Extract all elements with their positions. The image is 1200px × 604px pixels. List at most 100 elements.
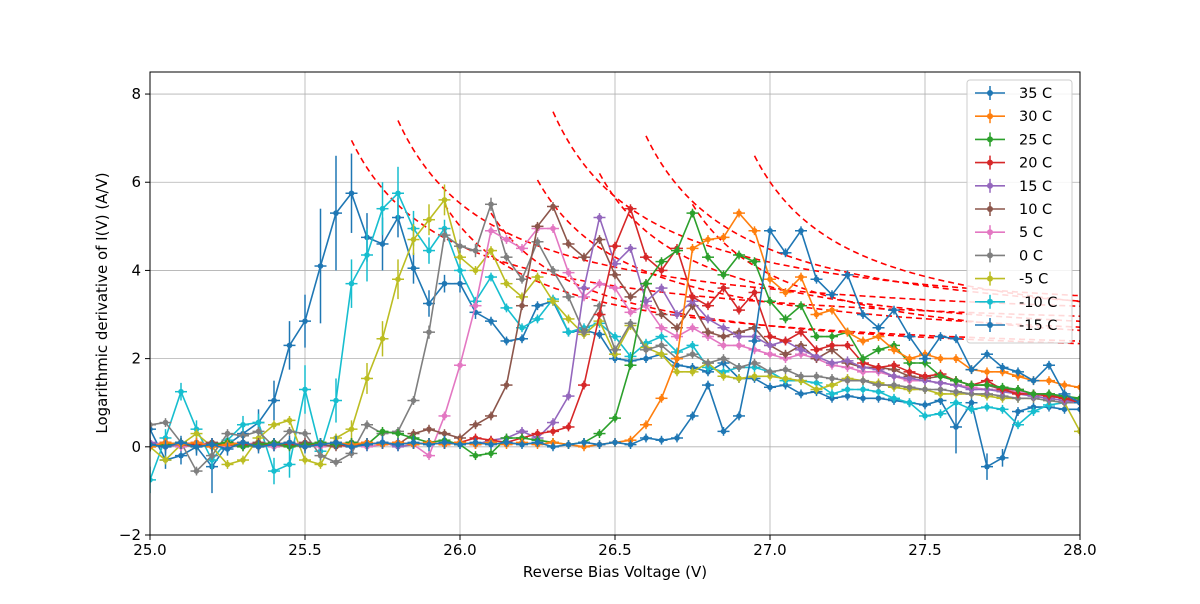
- data-point: [364, 375, 370, 382]
- data-point: [829, 391, 835, 397]
- data-point: [844, 386, 851, 393]
- data-point: [503, 338, 510, 344]
- data-point: [937, 397, 944, 404]
- data-point: [689, 351, 696, 358]
- legend-label: 30 C: [1019, 109, 1052, 125]
- data-point: [627, 362, 634, 369]
- data-point: [844, 329, 851, 335]
- data-point: [999, 455, 1006, 461]
- x-axis-ticks: 25.0 25.5 26.0 26.5 27.0 27.5 28.0: [133, 535, 1097, 559]
- legend-item: -15 C: [975, 318, 1057, 334]
- x-tick-label: 26.0: [443, 541, 476, 559]
- data-point: [906, 384, 913, 391]
- data-point: [1015, 408, 1021, 415]
- data-point: [457, 243, 463, 249]
- y-tick-label: −2: [119, 526, 141, 544]
- data-point: [612, 261, 618, 267]
- data-point: [1015, 369, 1021, 375]
- x-tick-label: 28.0: [1063, 541, 1096, 559]
- data-point: [488, 450, 494, 457]
- data-point: [860, 355, 866, 362]
- data-point: [953, 399, 959, 406]
- data-point: [922, 413, 928, 419]
- data-point: [798, 302, 804, 309]
- data-point: [720, 272, 727, 278]
- data-point: [302, 430, 308, 437]
- data-point: [829, 307, 835, 313]
- data-point: [968, 382, 975, 388]
- data-point: [720, 333, 727, 340]
- data-point: [689, 245, 696, 252]
- data-point: [922, 373, 928, 380]
- data-point: [751, 227, 758, 234]
- data-point: [922, 386, 928, 393]
- data-point: [193, 444, 200, 450]
- data-point: [643, 298, 649, 305]
- data-point: [302, 318, 308, 324]
- data-point: [178, 388, 184, 395]
- data-point: [705, 236, 711, 243]
- data-point: [379, 439, 386, 446]
- data-point: [875, 382, 882, 388]
- data-point: [999, 406, 1006, 413]
- data-point: [658, 267, 665, 274]
- data-point: [534, 430, 541, 437]
- data-point: [519, 302, 525, 309]
- data-point: [410, 439, 417, 446]
- data-point: [922, 402, 928, 408]
- legend-swatch-marker: [987, 252, 993, 259]
- data-point: [891, 347, 897, 353]
- data-point: [472, 421, 479, 428]
- legend-swatch-marker: [987, 182, 993, 189]
- data-point: [937, 386, 944, 393]
- data-point: [767, 276, 773, 283]
- data-point: [317, 452, 324, 459]
- data-point: [286, 439, 293, 446]
- y-tick-label: 4: [131, 261, 141, 279]
- data-point: [798, 377, 804, 384]
- data-point: [472, 267, 479, 274]
- data-point: [426, 426, 432, 432]
- data-point: [984, 391, 990, 397]
- data-point: [503, 254, 510, 260]
- data-point: [906, 355, 913, 362]
- data-point: [581, 254, 587, 260]
- data-point: [286, 428, 293, 435]
- data-point: [705, 360, 711, 366]
- data-point: [379, 241, 386, 247]
- data-point: [643, 421, 649, 428]
- legend-item: 10 C: [975, 202, 1052, 218]
- data-point: [395, 190, 401, 197]
- data-point: [488, 318, 494, 324]
- data-point: [457, 280, 463, 287]
- data-point: [674, 324, 680, 331]
- y-axis-label: Logarithmic derivative of I(V) (A/V): [93, 172, 111, 433]
- data-point: [271, 397, 277, 404]
- data-point: [953, 424, 959, 430]
- data-point: [937, 355, 944, 362]
- data-point: [829, 333, 835, 340]
- data-point: [333, 459, 339, 466]
- data-point: [751, 373, 758, 380]
- legend-box: [966, 79, 1073, 344]
- data-point: [782, 375, 789, 382]
- data-point: [503, 439, 510, 446]
- data-point: [751, 360, 758, 366]
- data-point: [844, 358, 851, 364]
- data-point: [596, 214, 603, 221]
- data-point: [875, 347, 882, 353]
- data-point: [1046, 402, 1052, 408]
- data-point: [875, 395, 882, 402]
- legend-label: 20 C: [1019, 156, 1052, 172]
- data-point: [658, 395, 665, 402]
- data-point: [550, 298, 556, 305]
- data-point: [999, 369, 1006, 375]
- data-point: [333, 397, 339, 404]
- data-point: [364, 441, 370, 448]
- data-point: [643, 254, 649, 260]
- y-axis-ticks: −2 0 2 4 6 8: [119, 85, 150, 544]
- data-point: [767, 298, 773, 305]
- data-point: [503, 280, 510, 287]
- data-point: [720, 285, 727, 291]
- data-point: [550, 267, 556, 274]
